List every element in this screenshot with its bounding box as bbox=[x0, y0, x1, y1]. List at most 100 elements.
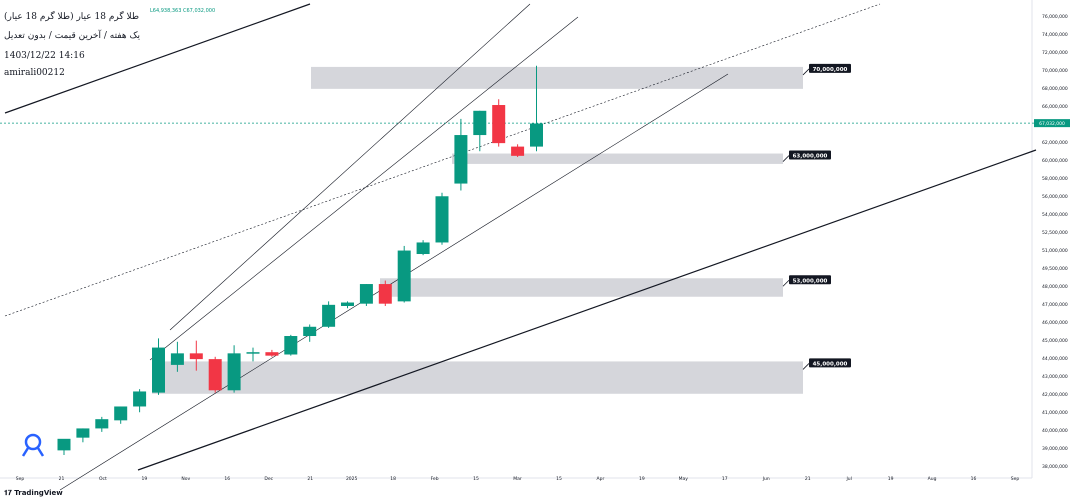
support-resistance-zone bbox=[380, 278, 783, 297]
candle-body bbox=[57, 438, 71, 451]
x-tick-label: Sep bbox=[16, 476, 25, 482]
x-tick-label: 15 bbox=[556, 476, 562, 482]
y-tick-label: 46,000,000 bbox=[1042, 320, 1068, 326]
y-tick-label: 51,000,000 bbox=[1042, 248, 1068, 254]
candle-body bbox=[416, 242, 430, 255]
y-tick-label: 68,000,000 bbox=[1042, 86, 1068, 92]
candle-body bbox=[530, 123, 543, 147]
x-tick-label: Sep bbox=[1011, 476, 1020, 482]
candle-body bbox=[322, 304, 336, 327]
candle-body bbox=[170, 353, 184, 365]
x-tick-label: 17 bbox=[722, 476, 728, 482]
y-tick-label: 60,000,000 bbox=[1042, 158, 1068, 164]
candle-body bbox=[246, 352, 260, 354]
x-tick-label: Jun bbox=[762, 476, 770, 482]
y-tick-label: 54,000,000 bbox=[1042, 212, 1068, 218]
zone-label: 63,000,000 bbox=[793, 154, 828, 160]
y-tick-label: 44,000,000 bbox=[1042, 356, 1068, 362]
candle-body bbox=[435, 196, 449, 243]
y-tick-label: 74,000,000 bbox=[1042, 32, 1068, 38]
trend-line bbox=[4, 3, 881, 317]
x-tick-label: 19 bbox=[639, 476, 645, 482]
trend-line bbox=[169, 3, 531, 331]
symbol-title: طلا گرم 18 عیار (طلا گرم 18 عیار) bbox=[4, 12, 140, 22]
candle-body bbox=[359, 284, 373, 304]
y-tick-label: 41,000,000 bbox=[1042, 410, 1068, 416]
trend-line bbox=[59, 73, 729, 491]
x-tick-label: May bbox=[679, 476, 689, 482]
y-tick-label: 40,000,000 bbox=[1042, 428, 1068, 434]
y-tick-label: 48,000,000 bbox=[1042, 284, 1068, 290]
x-tick-label: 19 bbox=[142, 476, 148, 482]
x-tick-label: Oct bbox=[99, 476, 107, 482]
y-tick-label: 70,000,000 bbox=[1042, 68, 1068, 74]
author-name: amirali00212 bbox=[4, 68, 65, 78]
candle-body bbox=[397, 250, 411, 302]
x-tick-label: Aug bbox=[928, 476, 937, 482]
x-tick-label: Feb bbox=[431, 476, 439, 482]
y-tick-label: 56,000,000 bbox=[1042, 194, 1068, 200]
candle-body bbox=[227, 353, 241, 391]
tradingview-logo-text: TradingView bbox=[14, 489, 63, 497]
zone-callout-line bbox=[802, 68, 810, 76]
y-tick-label: 66,000,000 bbox=[1042, 104, 1068, 110]
x-tick-label: Nov bbox=[181, 476, 190, 482]
candle-body bbox=[76, 428, 90, 438]
drawing-tool-icon[interactable] bbox=[18, 430, 48, 464]
zone-callout-line bbox=[782, 155, 790, 162]
x-tick-label: Jul bbox=[845, 476, 851, 482]
y-tick-label: 72,000,000 bbox=[1042, 50, 1068, 56]
zone-label: 53,000,000 bbox=[793, 278, 828, 284]
support-resistance-zone bbox=[311, 66, 803, 89]
last-price-box bbox=[1034, 119, 1070, 128]
y-tick-label: 58,000,000 bbox=[1042, 176, 1068, 182]
y-tick-label: 45,000,000 bbox=[1042, 338, 1068, 344]
tradingview-logo-mark: 𝟏𝟕 bbox=[4, 489, 15, 497]
candle-body bbox=[303, 326, 317, 337]
y-tick-label: 47,000,000 bbox=[1042, 302, 1068, 308]
candle-body bbox=[114, 406, 128, 421]
zone-label: 70,000,000 bbox=[813, 67, 848, 73]
y-tick-label: 52,500,000 bbox=[1042, 230, 1068, 236]
x-tick-label: Dec bbox=[264, 476, 273, 482]
candle-body bbox=[189, 353, 203, 360]
candle-body bbox=[473, 110, 487, 136]
candle-body bbox=[454, 135, 468, 184]
x-tick-label: 21 bbox=[805, 476, 811, 482]
candle-body bbox=[378, 284, 392, 304]
zone-callout-line bbox=[802, 363, 810, 370]
trend-line bbox=[137, 149, 1037, 471]
candle-body bbox=[492, 105, 506, 144]
y-tick-label: 49,500,000 bbox=[1042, 266, 1068, 272]
trend-line bbox=[149, 16, 579, 361]
zone-label: 45,000,000 bbox=[813, 361, 848, 367]
x-tick-label: Mar bbox=[513, 476, 522, 482]
x-tick-label: 2025 bbox=[346, 476, 358, 482]
candle-body bbox=[341, 302, 354, 306]
chart-subtitle: یک هفته / آخرین قیمت / بدون تعدیل bbox=[4, 31, 141, 41]
zone-label-box bbox=[789, 150, 831, 160]
trend-line bbox=[4, 3, 311, 114]
tradingview-logo[interactable]: 𝟏𝟕 TradingView bbox=[4, 489, 63, 498]
zone-label-box bbox=[789, 275, 831, 285]
x-tick-label: 18 bbox=[390, 476, 396, 482]
candle-body bbox=[284, 336, 298, 355]
support-resistance-zone bbox=[452, 153, 783, 164]
candle-body bbox=[152, 347, 165, 393]
candle-body bbox=[133, 391, 147, 407]
y-tick-label: 76,000,000 bbox=[1042, 14, 1068, 20]
y-tick-label: 43,000,000 bbox=[1042, 374, 1068, 380]
zone-callout-line bbox=[782, 279, 790, 287]
support-resistance-zone bbox=[152, 361, 803, 394]
x-tick-label: 21 bbox=[307, 476, 313, 482]
x-tick-label: 16 bbox=[971, 476, 977, 482]
chart-datetime: 1403/12/22 14:16 bbox=[4, 51, 85, 61]
ohlc-readout: L64,938,363 C67,032,000 bbox=[150, 8, 216, 14]
x-tick-label: 16 bbox=[224, 476, 230, 482]
y-tick-label: 38,000,000 bbox=[1042, 464, 1068, 470]
candle-body bbox=[511, 146, 525, 156]
y-tick-label: 42,000,000 bbox=[1042, 392, 1068, 398]
y-tick-label: 62,000,000 bbox=[1042, 140, 1068, 146]
